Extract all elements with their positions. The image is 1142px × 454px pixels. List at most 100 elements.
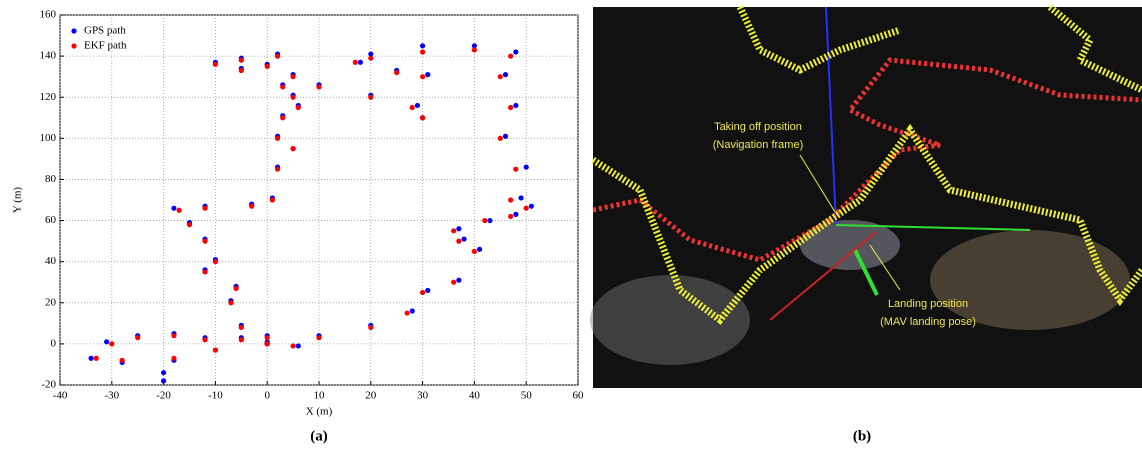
data-point [518,195,523,200]
data-point [461,236,466,241]
data-point [291,95,296,100]
data-point [291,343,296,348]
data-point [358,60,363,65]
figure: -40-30-20-100102030405060-20020406080100… [0,0,1142,454]
data-point [202,337,207,342]
data-point [265,335,270,340]
data-point [280,115,285,120]
y-tick-label: 20 [45,296,57,308]
data-point [420,290,425,295]
data-point [280,84,285,89]
legend-label: GPS path [84,25,126,37]
data-point [94,356,99,361]
data-point [524,206,529,211]
data-point [239,68,244,73]
data-point [291,146,296,151]
data-point [394,70,399,75]
data-point [171,356,176,361]
data-point [477,247,482,252]
annotation: (MAV landing pose) [880,316,976,328]
data-point [498,74,503,79]
data-point [161,370,166,375]
data-point [275,54,280,59]
plot-frame [60,15,578,385]
y-tick-label: 80 [45,173,57,185]
data-point [404,310,409,315]
data-point [291,74,296,79]
data-point [513,167,518,172]
data-point [456,226,461,231]
data-point [249,204,254,209]
x-tick-label: 20 [365,390,377,402]
data-point [513,49,518,54]
data-point [177,208,182,213]
data-point [451,228,456,233]
y-tick-label: -20 [41,379,56,391]
data-point [420,49,425,54]
annotation: Landing position [888,298,968,310]
data-point [410,105,415,110]
data-point [239,58,244,63]
data-point [316,84,321,89]
y-axis-label: Y (m) [12,187,24,214]
data-point [451,280,456,285]
data-point [270,197,275,202]
data-point [109,341,114,346]
data-point [213,347,218,352]
y-tick-label: 120 [40,91,57,103]
data-point [410,308,415,313]
data-point [368,95,373,100]
data-point [88,356,93,361]
data-point [353,60,358,65]
y-tick-label: 40 [45,255,57,267]
data-point [239,325,244,330]
y-tick-label: 140 [40,50,57,62]
data-point [513,103,518,108]
x-tick-label: -20 [156,390,171,402]
data-point [202,269,207,274]
legend-marker [71,43,76,48]
data-point [503,72,508,77]
data-point [415,103,420,108]
y-tick-label: 100 [40,132,57,144]
data-point [228,300,233,305]
data-point [316,335,321,340]
data-point [425,72,430,77]
x-tick-label: -40 [53,390,68,402]
data-point [296,105,301,110]
panel-label: (b) [853,428,871,444]
annotation: Taking off position [714,121,802,133]
data-point [524,165,529,170]
legend-marker [71,28,76,33]
x-tick-label: 50 [521,390,533,402]
data-point [487,218,492,223]
data-point [368,325,373,330]
data-point [213,259,218,264]
data-point [296,343,301,348]
data-point [529,204,534,209]
data-point [202,206,207,211]
data-point [239,337,244,342]
data-point [368,56,373,61]
data-point [187,222,192,227]
data-point [135,335,140,340]
data-point [420,74,425,79]
y-tick-label: 0 [51,337,57,349]
x-axis-label: X (m) [306,406,333,418]
data-point [275,167,280,172]
panel-label: (a) [310,428,328,444]
data-point [202,239,207,244]
x-tick-label: -10 [208,390,223,402]
data-point [161,378,166,383]
x-tick-label: -30 [104,390,119,402]
data-point [498,136,503,141]
data-point [456,239,461,244]
data-point [120,358,125,363]
data-point [104,339,109,344]
x-tick-label: 40 [469,390,481,402]
legend-label: EKF path [84,40,127,52]
y-tick-label: 160 [40,9,57,21]
data-point [508,105,513,110]
data-point [275,136,280,141]
data-point [171,206,176,211]
